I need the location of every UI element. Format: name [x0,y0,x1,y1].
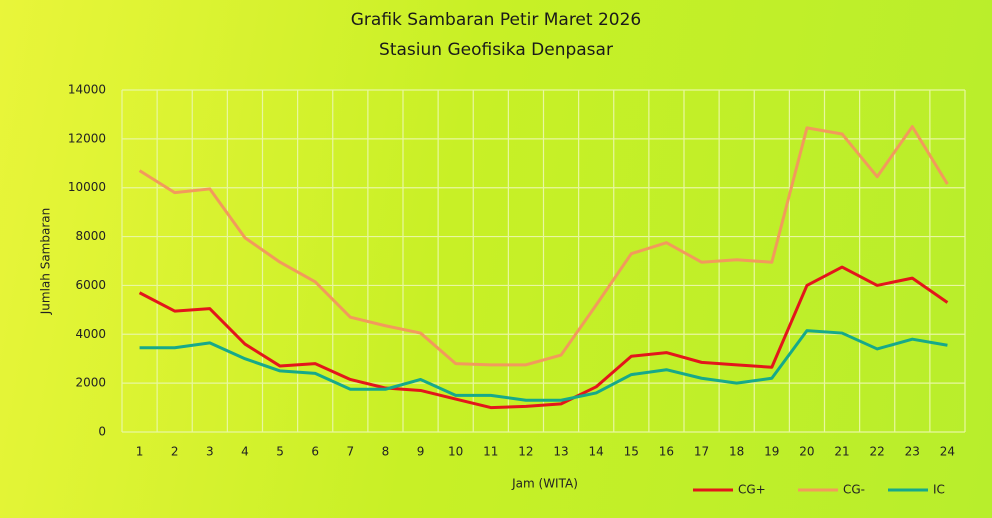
series-line [138,265,949,410]
y-tick-label: 6000 [75,278,106,292]
x-tick-label: 9 [417,445,425,459]
x-tick-label: 3 [206,445,214,459]
y-tick-label: 4000 [75,327,106,341]
legend-label: IC [933,483,945,497]
x-tick-label: 17 [694,445,709,459]
chart-subtitle: Stasiun Geofisika Denpasar [379,40,613,60]
x-tick-label: 8 [382,445,390,459]
x-tick-label: 12 [518,445,533,459]
x-tick-label: 6 [311,445,319,459]
series-line [138,125,949,367]
legend-label: CG- [843,483,865,497]
y-tick-label: 0 [98,425,106,439]
legend-label: CG+ [738,483,766,497]
x-tick-label: 13 [553,445,568,459]
x-tick-label: 24 [940,445,955,459]
x-tick-label: 14 [589,445,604,459]
series-line [139,329,948,402]
y-tick-label: 10000 [68,180,106,194]
y-tick-label: 12000 [68,131,106,145]
x-tick-label: 22 [870,445,885,459]
y-tick-label: 8000 [75,229,106,243]
x-tick-label: 5 [276,445,284,459]
y-tick-label: 14000 [68,83,106,97]
x-tick-label: 11 [483,445,498,459]
x-tick-label: 2 [171,445,179,459]
x-tick-label: 20 [799,445,814,459]
x-tick-label: 16 [659,445,674,459]
x-tick-label: 1 [136,445,144,459]
x-tick-label: 4 [241,445,249,459]
x-tick-label: 21 [834,445,849,459]
y-axis-title: Jumlah Sambaran [39,208,53,315]
x-tick-label: 19 [764,445,779,459]
x-tick-label: 15 [624,445,639,459]
x-tick-label: 10 [448,445,463,459]
x-tick-label: 18 [729,445,744,459]
x-tick-label: 23 [905,445,920,459]
chart-title: Grafik Sambaran Petir Maret 2026 [351,10,641,30]
x-tick-label: 7 [346,445,354,459]
x-axis-title: Jam (WITA) [511,477,578,491]
y-tick-label: 2000 [75,376,106,390]
